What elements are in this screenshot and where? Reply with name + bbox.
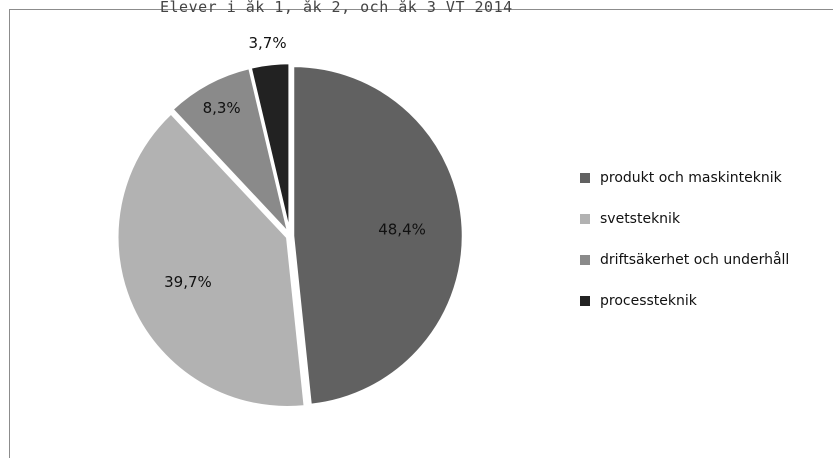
- pie-slice: [170, 66, 291, 238]
- legend-item: driftsäkerhet och underhåll: [580, 250, 789, 270]
- pie-slice: [116, 111, 307, 409]
- legend-item: svetsteknik: [580, 209, 789, 229]
- legend-item: produkt och maskinteknik: [580, 168, 789, 188]
- legend-swatch: [580, 255, 590, 265]
- data-label: 39,7%: [164, 273, 212, 291]
- legend-label: processteknik: [600, 293, 697, 309]
- legend-label: produkt och maskinteknik: [600, 170, 782, 186]
- legend-label: svetsteknik: [600, 211, 681, 227]
- data-label: 48,4%: [378, 221, 426, 239]
- data-label: 8,3%: [203, 99, 241, 117]
- data-label: 3,7%: [248, 34, 286, 52]
- legend-label: driftsäkerhet och underhåll: [600, 252, 790, 268]
- legend-swatch: [580, 173, 590, 183]
- legend-swatch: [580, 214, 590, 224]
- chart-title: Elever i åk 1, åk 2, och åk 3 VT 2014: [160, 0, 513, 16]
- legend-swatch: [580, 296, 590, 306]
- pie-slice: [291, 64, 465, 407]
- legend-item: processteknik: [580, 291, 789, 311]
- legend: produkt och maskinteknik svetsteknik dri…: [580, 168, 789, 332]
- pie-slice: [249, 61, 291, 234]
